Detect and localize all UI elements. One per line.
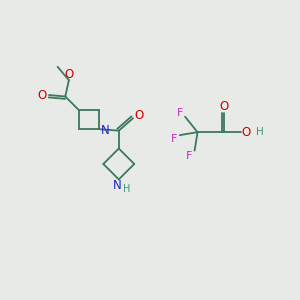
- Text: F: F: [171, 134, 177, 144]
- Text: O: O: [38, 88, 47, 101]
- Text: N: N: [113, 179, 122, 193]
- Text: N: N: [100, 124, 109, 136]
- Text: O: O: [64, 68, 74, 81]
- Text: O: O: [134, 109, 144, 122]
- Text: H: H: [256, 127, 264, 137]
- Text: H: H: [123, 184, 131, 194]
- Text: O: O: [242, 126, 250, 139]
- Text: F: F: [186, 151, 192, 160]
- Text: O: O: [220, 100, 229, 113]
- Text: F: F: [176, 108, 183, 118]
